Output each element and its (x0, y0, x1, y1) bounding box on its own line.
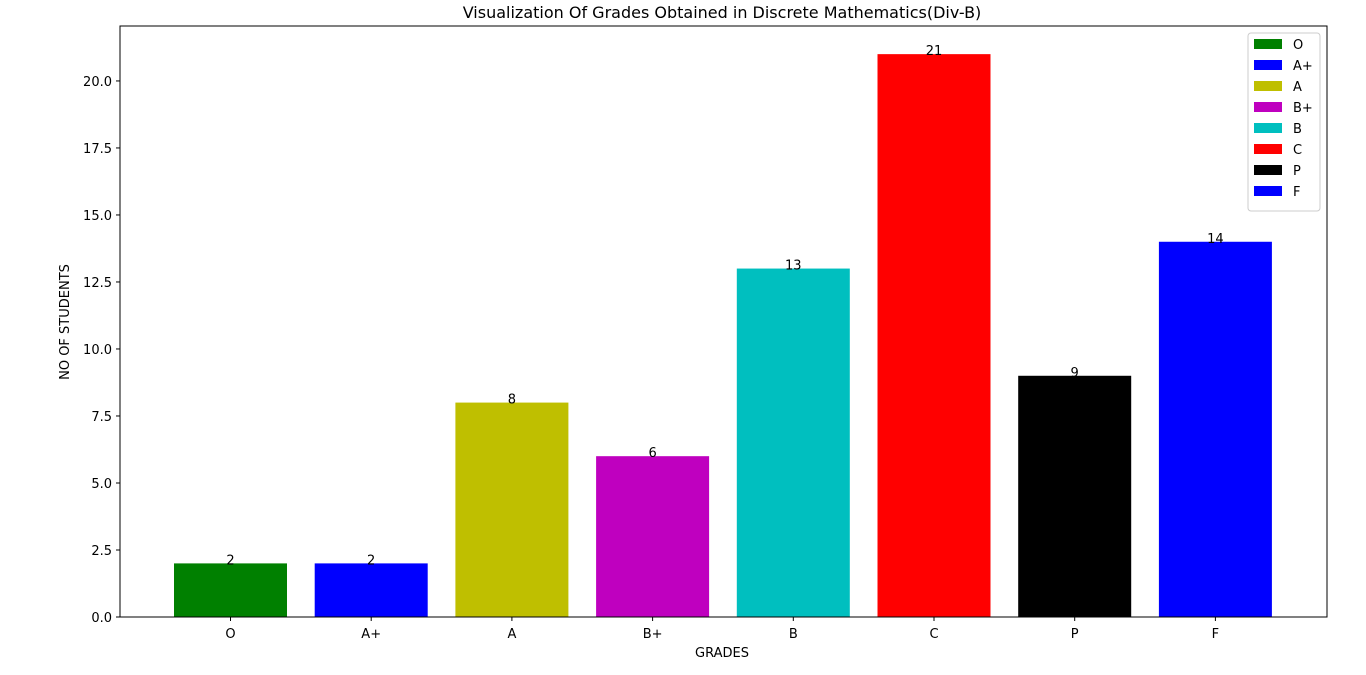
x-tick-label-P: P (1071, 627, 1079, 642)
y-tick-label: 0.0 (91, 611, 112, 626)
chart-title: Visualization Of Grades Obtained in Disc… (463, 3, 982, 22)
legend-swatch-C (1254, 144, 1282, 154)
x-tick-label-O: O (225, 627, 235, 642)
y-tick-label: 2.5 (91, 544, 112, 559)
bar-B (736, 268, 850, 617)
legend-label-F: F (1293, 185, 1300, 200)
data-label-A+: 2 (367, 553, 375, 568)
legend-swatch-F (1254, 186, 1282, 196)
x-tick-label-B+: B+ (643, 627, 663, 642)
y-axis-label: NO OF STUDENTS (58, 264, 73, 380)
legend-label-A: A (1293, 80, 1302, 95)
bar-F (1158, 241, 1272, 617)
legend-label-B: B (1293, 122, 1302, 137)
x-tick-label-A+: A+ (361, 627, 381, 642)
bar-A (455, 402, 569, 617)
y-tick-label: 15.0 (83, 209, 112, 224)
legend-label-P: P (1293, 164, 1301, 179)
bar-P (1018, 375, 1132, 617)
x-axis-ticks: O A+ A B+ B C P F (225, 617, 1219, 642)
legend-swatch-A+ (1254, 60, 1282, 70)
y-tick-label: 17.5 (83, 142, 112, 157)
legend-swatch-B+ (1254, 102, 1282, 112)
x-tick-label-F: F (1212, 627, 1219, 642)
data-label-A: 8 (508, 393, 516, 408)
plot-frame (119, 25, 1328, 618)
legend-label-O: O (1293, 38, 1303, 53)
bar-B+ (596, 456, 710, 617)
bar-A+ (314, 563, 428, 617)
legend-swatch-A (1254, 81, 1282, 91)
data-label-F: 14 (1207, 232, 1224, 247)
legend-swatch-P (1254, 165, 1282, 175)
y-axis-ticks: 0.0 2.5 5.0 7.5 10.0 12.5 15.0 17.5 20.0 (83, 75, 120, 626)
bar-O (174, 563, 287, 617)
y-tick-label: 7.5 (91, 410, 112, 425)
data-label-C: 21 (926, 44, 943, 59)
bars-layer (174, 54, 1272, 617)
data-label-B: 13 (785, 259, 802, 274)
x-axis-label: GRADES (695, 646, 749, 661)
legend-label-C: C (1293, 143, 1302, 158)
x-tick-label-B: B (789, 627, 798, 642)
y-tick-label: 5.0 (91, 477, 112, 492)
legend-swatch-B (1254, 123, 1282, 133)
bar-C (877, 54, 991, 617)
legend-label-A+: A+ (1293, 59, 1313, 74)
data-label-B+: 6 (648, 446, 656, 461)
data-labels-layer: 2 2 8 6 13 21 9 14 (226, 44, 1223, 568)
data-label-P: 9 (1071, 366, 1079, 381)
x-tick-label-A: A (507, 627, 516, 642)
legend-label-B+: B+ (1293, 101, 1313, 116)
legend-swatch-O (1254, 39, 1282, 49)
x-tick-label-C: C (929, 627, 938, 642)
y-tick-label: 20.0 (83, 75, 112, 90)
y-tick-label: 10.0 (83, 343, 112, 358)
y-tick-label: 12.5 (83, 276, 112, 291)
data-label-O: 2 (226, 553, 234, 568)
